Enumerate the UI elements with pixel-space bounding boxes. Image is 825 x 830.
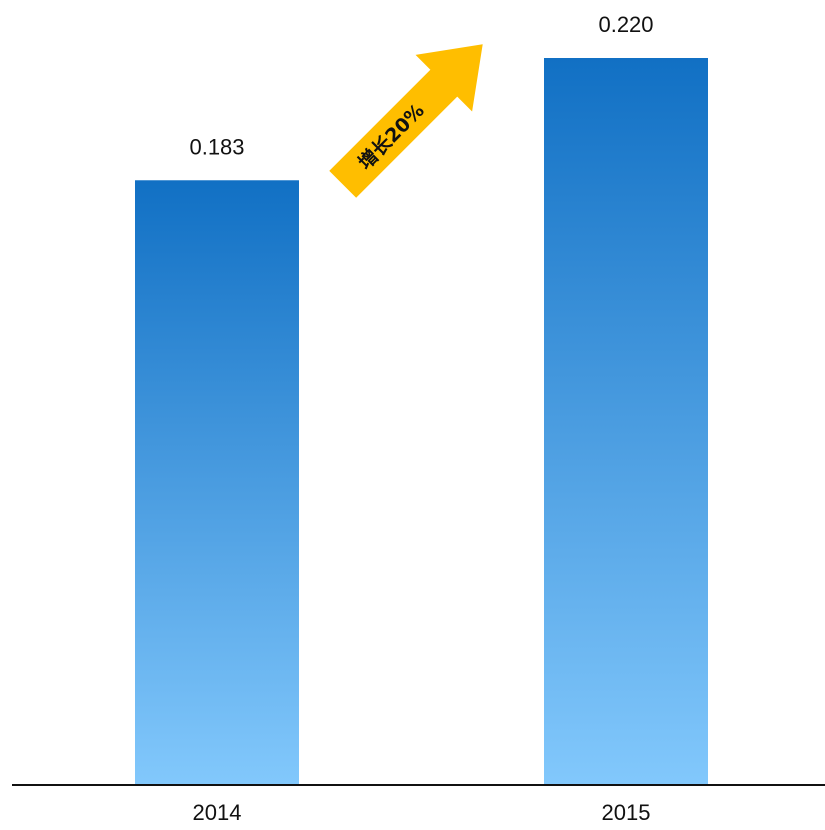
value-labels: 0.183 0.220 bbox=[189, 12, 653, 159]
bar-2014 bbox=[135, 180, 299, 785]
value-label-2014: 0.183 bbox=[189, 134, 244, 159]
growth-arrow-icon bbox=[329, 44, 483, 198]
category-label-2015: 2015 bbox=[602, 800, 651, 825]
bar-2015 bbox=[544, 58, 708, 785]
category-label-2014: 2014 bbox=[193, 800, 242, 825]
value-label-2015: 0.220 bbox=[598, 12, 653, 37]
bars bbox=[135, 58, 708, 785]
growth-annotation: 增长20% bbox=[329, 44, 483, 198]
category-labels: 2014 2015 bbox=[193, 800, 651, 825]
